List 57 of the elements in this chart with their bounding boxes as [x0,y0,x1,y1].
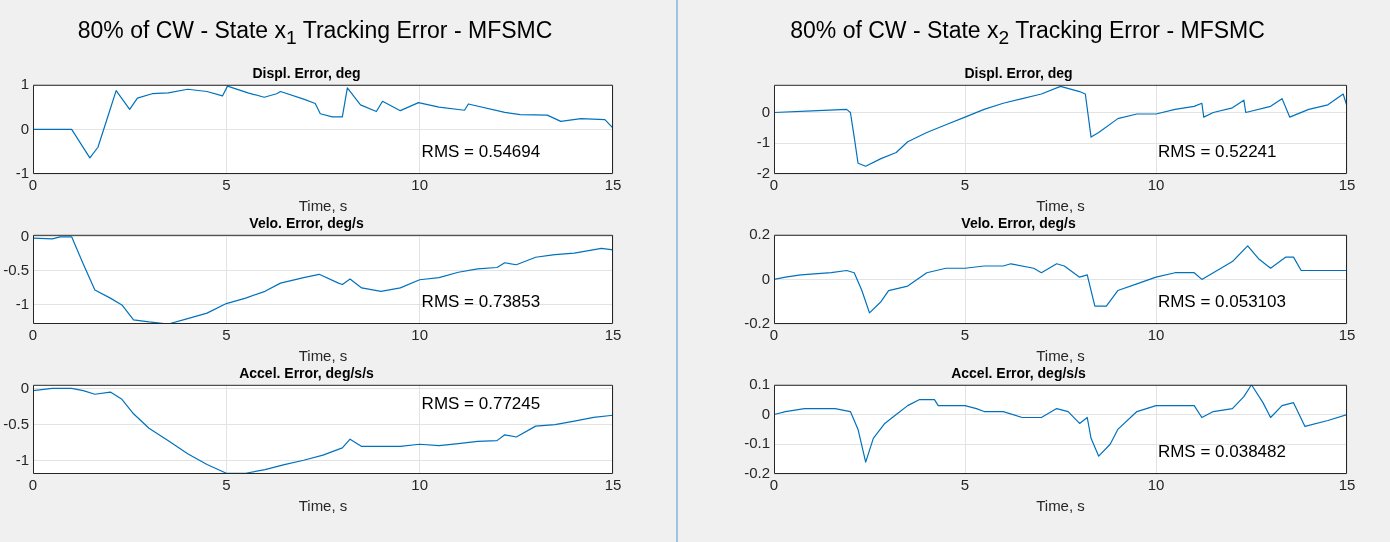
x-tick-label: 15 [604,176,622,194]
x-tick-label: 15 [1338,476,1356,494]
y-tick-label: 0 [20,119,29,137]
x-tick-label: 5 [222,476,231,494]
y-tick-label: 0 [20,226,29,244]
x-axis-title: Time, s [298,197,348,215]
x-axis-title: Time, s [298,497,348,515]
x-tick-label: 10 [411,326,429,344]
x-axis-title: Time, s [298,347,348,365]
y-tick-label: -2 [756,164,770,182]
x-tick-label: 5 [960,176,970,194]
x-tick-label: 5 [960,476,970,494]
x-tick-label: 10 [1147,176,1165,194]
chart-subtitle: Displ. Error, deg [252,65,361,82]
x-axis-title: Time, s [1036,497,1085,515]
x-tick-label: 15 [1338,326,1356,344]
x-tick-label: 10 [411,476,429,494]
y-tick-label: -1 [15,451,29,469]
y-tick-label: 0 [761,404,770,422]
annotation: RMS = 0.038482 [1157,442,1286,462]
chart-title: Accel. Error, deg/s/s [951,365,1087,382]
chart-title: 80% of CW - State x$_{1}$ Tracking Error - MFSMC [76,16,554,50]
x-axis-title: Time, s [1036,197,1085,215]
annotation: RMS = 0.54694 [421,142,541,162]
chart-title: Accel. Error, deg/s/s [239,365,375,382]
y-tick-label: -0.1 [744,434,770,452]
y-tick-label: 1 [20,74,29,92]
x-tick-label: 5 [960,326,970,344]
y-tick-label: -0.5 [3,261,29,279]
x-tick-label: 15 [604,476,622,494]
y-tick-label: 0.1 [749,374,770,392]
y-tick-label: -1 [15,164,29,182]
x-tick-label: 10 [411,176,429,194]
x-tick-label: 15 [1338,176,1356,194]
y-tick-label: -1 [15,295,29,313]
annotation: RMS = 0.73853 [421,292,541,312]
annotation: RMS = 0.053103 [1157,292,1286,312]
x-tick-label: 5 [222,176,231,194]
y-tick-label: -0.2 [744,464,770,482]
y-tick-label: 0.2 [749,224,770,242]
y-tick-label: -0.2 [744,314,770,332]
x-tick-label: 10 [1147,476,1165,494]
x-axis-title: Time, s [1036,347,1085,365]
chart-title: 80% of CW - State x$_{2}$ Tracking Error - MFSMC [789,16,1266,50]
y-tick-label: 0 [761,269,770,287]
chart-title: Velo. Error, deg/s [249,215,364,232]
x-tick-label: 15 [604,326,622,344]
chart-subtitle: Displ. Error, deg [964,65,1073,82]
y-tick-label: 0 [761,102,770,120]
y-tick-label: -1 [756,133,770,151]
chart-title: Velo. Error, deg/s [961,215,1076,232]
annotation: RMS = 0.52241 [1157,142,1277,162]
y-tick-label: -0.5 [3,414,29,432]
x-tick-label: 10 [1147,326,1165,344]
annotation: RMS = 0.77245 [421,394,541,414]
y-tick-label: 0 [20,378,29,396]
x-tick-label: 5 [222,326,231,344]
